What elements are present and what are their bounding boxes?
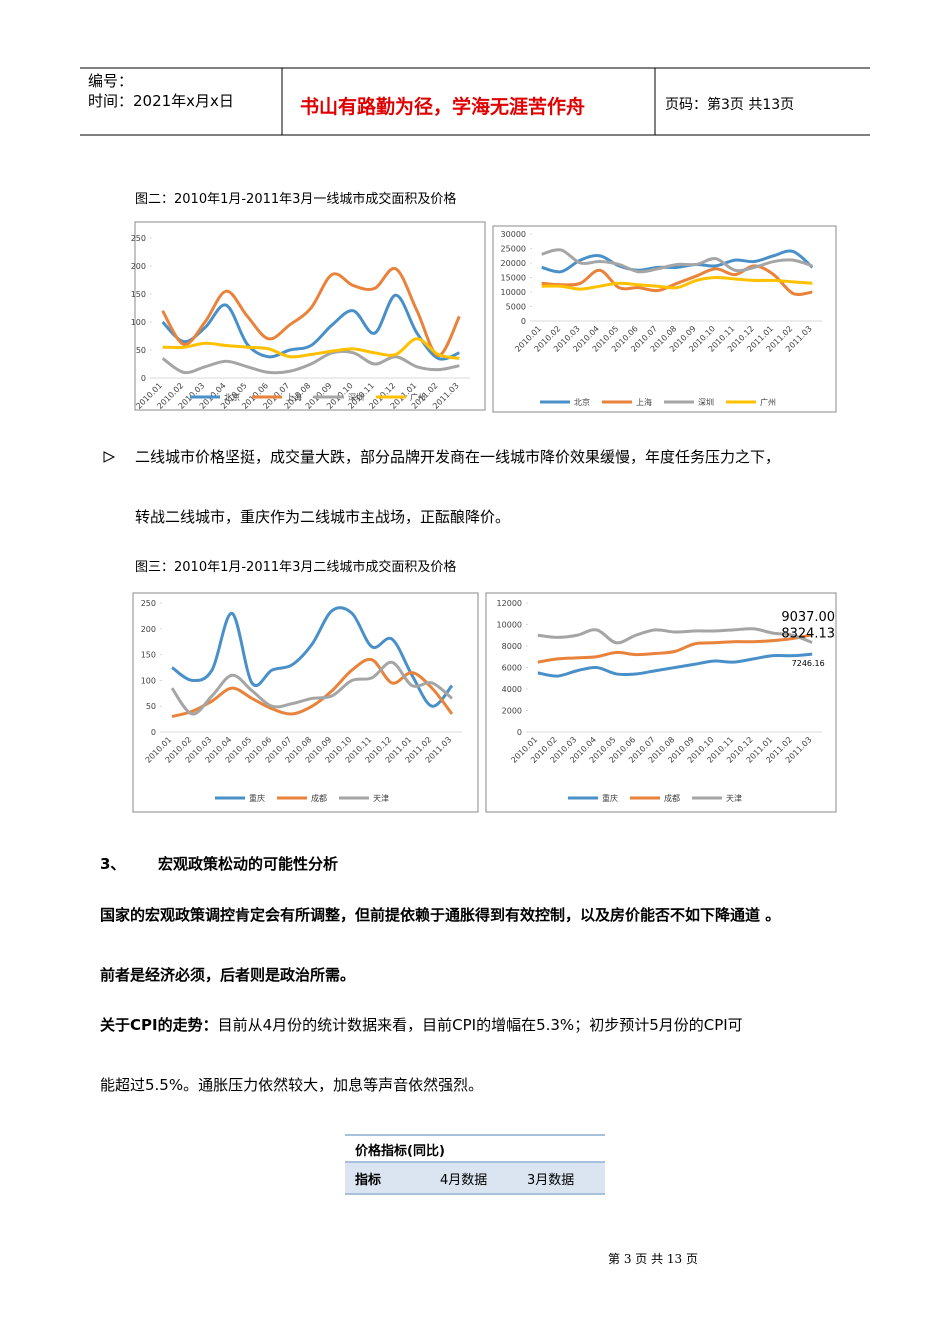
y-tick-label: 5000 [506,303,526,312]
y-tick-label: 25000 [501,245,526,254]
paragraph: 国家的宏观政策调控肯定会有所调整，但前提依赖于通胀得到有效控制，以及房价能否不如… [100,906,781,924]
table-header: 3月数据 [527,1173,575,1188]
section-title: 宏观政策松动的可能性分析 [158,855,339,873]
legend-label: 上海 [286,392,302,402]
legend-label: 深圳 [698,397,714,407]
y-tick-label: 15000 [501,274,526,283]
y-tick-label: 12000 [497,599,522,608]
table-header-bg [345,1163,605,1193]
y-tick-label: 200 [131,262,146,271]
chart-frame [134,221,486,411]
data-line [170,660,453,716]
legend-label: 重庆 [602,793,618,803]
y-tick-label: 2000 [502,707,522,716]
data-line [541,249,814,274]
header-page: 页码：第3页 共13页 [665,97,795,113]
bullet-icon [103,451,116,463]
legend-label: 成都 [311,793,327,803]
y-tick-label: 10000 [497,621,522,630]
data-line [161,293,460,361]
data-label: 7246.16 [792,659,825,668]
paragraph: 关于CPI的走势：目前从4月份的统计数据来看，目前CPI的增幅在5.3%；初步预… [100,1014,743,1035]
data-line [162,337,460,360]
y-tick-label: 20000 [501,259,526,268]
data-line [161,266,461,358]
bullet-text: 转战二线城市，重庆作为二线城市主战场，正酝酿降价。 [135,508,511,526]
y-tick-label: 30000 [501,230,526,239]
table-title: 价格指标(同比) [355,1144,445,1159]
header-motto: 书山有路勤为径，学海无涯苦作舟 [300,96,586,118]
y-tick-label: 50 [146,702,156,711]
y-tick-label: 250 [131,234,146,243]
paragraph: 前者是经济必须，后者则是政治所需。 [100,966,356,984]
legend-label: 深圳 [348,392,364,402]
data-line [537,627,813,645]
legend-label: 重庆 [249,793,265,803]
y-tick-label: 100 [131,318,146,327]
data-line [161,349,460,375]
table-header: 4月数据 [440,1173,488,1188]
figure-caption: 图二：2010年1月-2011年3月一线城市成交面积及价格 [135,192,457,207]
data-line [537,652,813,678]
legend-label: 天津 [373,793,389,803]
chart-frame [132,592,479,813]
y-tick-label: 4000 [502,685,522,694]
y-tick-label: 0 [517,728,522,737]
y-tick-label: 150 [141,651,156,660]
data-line [171,606,454,708]
data-line [541,248,813,274]
paragraph-text: 目前从4月份的统计数据来看，目前CPI的增幅在5.3%；初步预计5月份的CPI可 [217,1016,743,1034]
header-date: 时间：2021年x月x日 [88,92,234,110]
data-label: 9037.00 [781,610,835,625]
legend-label: 广州 [410,392,426,402]
data-label: 8324.13 [781,627,835,642]
y-tick-label: 50 [136,346,146,355]
legend-label: 成都 [664,793,680,803]
y-tick-label: 6000 [502,664,522,673]
y-tick-label: 200 [141,625,156,634]
bullet-text: 二线城市价格坚挺，成交量大跌，部分品牌开发商在一线城市降价效果缓慢，年度任务压力… [135,448,781,466]
figure-caption: 图三：2010年1月-2011年3月二线城市成交面积及价格 [135,560,457,575]
data-line [541,275,813,291]
chart-frame [492,225,837,413]
paragraph-lead: 关于CPI的走势： [100,1016,218,1034]
legend-label: 北京 [224,392,240,402]
data-line [537,633,813,664]
y-tick-label: 0 [141,374,146,383]
legend-label: 广州 [760,397,776,407]
y-tick-label: 0 [521,317,526,326]
y-tick-label: 0 [151,728,156,737]
data-line [171,657,454,718]
legend-label: 北京 [574,397,590,407]
y-tick-label: 10000 [501,288,526,297]
y-tick-label: 8000 [502,642,522,651]
legend-label: 上海 [636,397,652,407]
chart-frame [485,592,837,813]
paragraph: 能超过5.5%。通胀压力依然较大，加息等声音依然强烈。 [100,1076,484,1094]
y-tick-label: 150 [131,290,146,299]
section-number: 3、 [100,855,126,873]
data-line [541,264,813,296]
header-number: 编号： [88,72,134,90]
table-header: 指标 [355,1173,382,1188]
y-tick-label: 100 [141,676,156,685]
legend-label: 天津 [726,793,742,803]
y-tick-label: 250 [141,599,156,608]
page-footer: 第 3 页 共 13 页 [608,1252,698,1266]
